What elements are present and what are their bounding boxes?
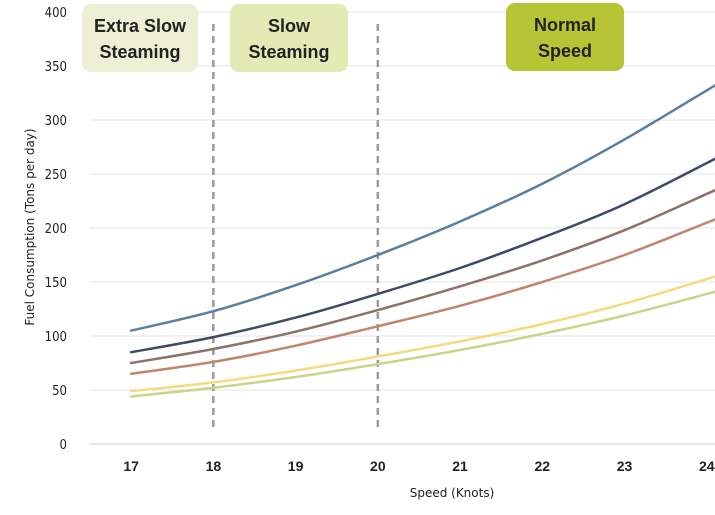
zone-normal-speed: Normal Speed (506, 3, 624, 71)
y-tick-label: 50 (52, 384, 67, 399)
series-line-6 (129, 290, 715, 398)
x-tick-label: 20 (370, 458, 386, 474)
x-tick-label: 17 (123, 458, 139, 474)
zone-slow-steaming: Slow Steaming (230, 4, 348, 72)
x-tick-label: 21 (452, 458, 468, 474)
y-tick-labels: 0 50 100 150 200 250 300 350 400 (45, 6, 67, 453)
zone-label-line2: Speed (538, 41, 592, 61)
zone-label-line1: Slow (268, 16, 311, 36)
y-tick-label: 350 (45, 60, 67, 75)
zone-label-line2: Steaming (99, 42, 180, 62)
y-tick-label: 300 (45, 114, 67, 129)
y-tick-label: 100 (45, 330, 67, 345)
y-tick-label: 150 (45, 276, 67, 291)
y-tick-label: 250 (45, 168, 67, 183)
grid-lines (90, 11, 715, 445)
zone-extra-slow-steaming: Extra Slow Steaming (82, 4, 198, 72)
y-axis-label: Fuel Consumption (Tons per day) (23, 128, 37, 325)
zone-box (506, 3, 624, 71)
y-tick-label: 400 (45, 6, 67, 21)
x-axis-label: Speed (Knots) (410, 486, 495, 500)
series-line-2 (129, 157, 715, 354)
series-line-5 (129, 275, 715, 393)
x-tick-labels: 17 18 19 20 21 22 23 24 (123, 458, 714, 474)
zone-label-line1: Normal (534, 15, 596, 35)
x-tick-label: 24 (699, 458, 715, 474)
series-line-3 (129, 188, 715, 365)
x-tick-label: 22 (535, 458, 551, 474)
x-tick-label: 18 (206, 458, 222, 474)
zone-label-line2: Steaming (248, 42, 329, 62)
zone-label-line1: Extra Slow (94, 16, 187, 36)
series-line-4 (129, 218, 715, 376)
zone-box (82, 4, 198, 72)
zone-box (230, 4, 348, 72)
series-line-1 (129, 84, 715, 332)
y-tick-label: 200 (45, 222, 67, 237)
x-tick-label: 19 (288, 458, 304, 474)
series-lines (129, 84, 715, 398)
x-tick-label: 23 (617, 458, 633, 474)
y-tick-label: 0 (60, 438, 67, 453)
